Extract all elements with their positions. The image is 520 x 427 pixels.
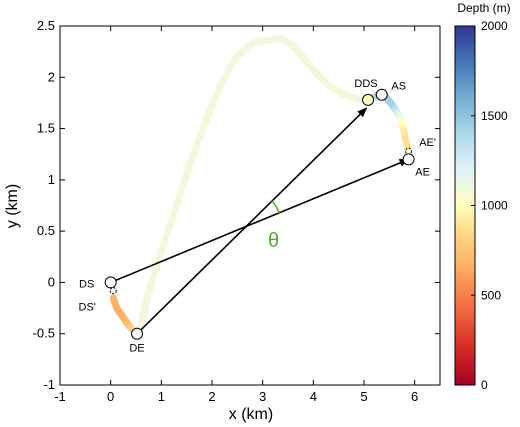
colorbar-title: Depth (m) — [457, 1, 510, 15]
colorbar: Depth (m) 0 500 1000 1500 2000 — [454, 1, 511, 392]
y-tick-label: 0 — [48, 274, 55, 289]
y-tick-label: 2.5 — [37, 18, 55, 33]
y-tick-label: -1 — [43, 377, 55, 392]
y-tick-label: 1 — [48, 172, 55, 187]
x-tick-label: 1 — [158, 389, 165, 404]
colorbar-tick-label: 0 — [481, 378, 488, 392]
y-axis-title: y (km) — [4, 184, 21, 228]
point-marker — [405, 147, 413, 155]
x-axis-title: x (km) — [229, 406, 273, 423]
point-label: DS' — [79, 302, 96, 314]
x-tick-label: 4 — [310, 389, 317, 404]
x-tick-label: 0 — [107, 389, 114, 404]
displacement-arrow — [136, 107, 368, 335]
point-label: DDS — [354, 78, 377, 90]
colorbar-tick-label: 1000 — [481, 199, 508, 213]
y-tick-label: -0.5 — [33, 326, 55, 341]
x-tick-label: 6 — [411, 389, 418, 404]
x-tick-label: 5 — [360, 389, 367, 404]
point-marker — [362, 93, 375, 106]
colorbar-ticks: 0 500 1000 1500 2000 — [471, 19, 508, 392]
plot-area — [59, 25, 441, 386]
point-label: AE' — [419, 137, 436, 149]
point-marker — [104, 276, 117, 289]
colorbar-tick-label: 2000 — [481, 19, 508, 33]
point-label: DS — [79, 278, 94, 290]
x-tick-label: -1 — [54, 389, 66, 404]
y-tick-label: 0.5 — [37, 223, 55, 238]
point-label: DE — [129, 343, 144, 355]
y-tick-label: 1.5 — [37, 121, 55, 136]
colorbar-tick-label: 500 — [481, 288, 501, 302]
theta-annotation: θ — [268, 199, 281, 252]
y-axis-ticks: -1 -0.5 0 0.5 1 1.5 2 2.5 — [33, 18, 440, 392]
markers: DS DS' DE DDS AS AE' AE — [79, 78, 436, 355]
point-marker — [402, 153, 415, 166]
point-marker — [109, 287, 117, 295]
x-axis-ticks: -1 0 1 2 3 4 5 6 — [54, 26, 418, 404]
point-marker — [375, 88, 388, 101]
colorbar-tick-label: 1500 — [481, 109, 508, 123]
displacement-arrow — [110, 158, 410, 284]
theta-label: θ — [268, 230, 279, 252]
point-marker — [131, 327, 144, 340]
arrows — [110, 107, 410, 335]
x-tick-label: 3 — [259, 389, 266, 404]
x-tick-label: 2 — [208, 389, 215, 404]
theta-arc — [270, 199, 281, 214]
y-tick-label: 2 — [48, 69, 55, 84]
point-label: AE — [415, 166, 430, 178]
point-label: AS — [391, 81, 406, 93]
